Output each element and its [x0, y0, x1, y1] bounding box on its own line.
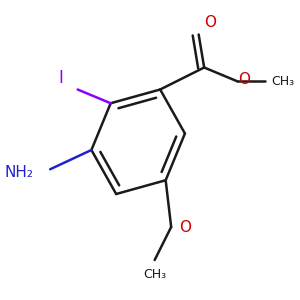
- Text: O: O: [204, 15, 216, 30]
- Text: O: O: [238, 72, 250, 87]
- Text: O: O: [179, 220, 191, 235]
- Text: NH₂: NH₂: [5, 164, 34, 179]
- Text: CH₃: CH₃: [272, 75, 295, 88]
- Text: CH₃: CH₃: [143, 268, 166, 281]
- Text: I: I: [59, 70, 64, 88]
